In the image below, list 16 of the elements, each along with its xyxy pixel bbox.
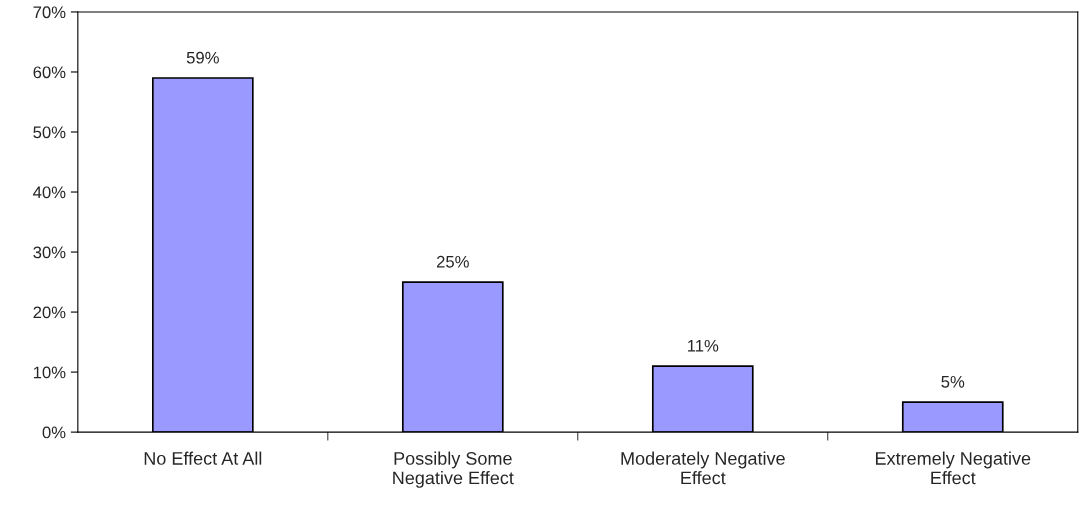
data-label: 59% [186, 51, 219, 64]
y-tick-label: 50% [33, 126, 66, 139]
x-tick-label: No Effect At All [144, 451, 262, 465]
y-tick-label: 10% [33, 366, 66, 379]
x-tick-label: Possibly Some Negative Effect [393, 451, 514, 488]
y-tick-label: 0% [42, 426, 66, 439]
data-label: 25% [436, 255, 469, 268]
x-tick-label: Moderately Negative Effect [621, 451, 785, 485]
y-tick-label: 40% [33, 186, 66, 199]
y-tick-label: 70% [33, 6, 66, 19]
y-tick-label: 60% [33, 66, 66, 79]
y-tick-label: 20% [33, 306, 66, 319]
data-label: 5% [941, 375, 965, 388]
y-tick-label: 30% [33, 246, 66, 259]
data-label: 11% [687, 339, 719, 352]
x-tick-label: Extremely Negative Effect [875, 451, 1031, 485]
